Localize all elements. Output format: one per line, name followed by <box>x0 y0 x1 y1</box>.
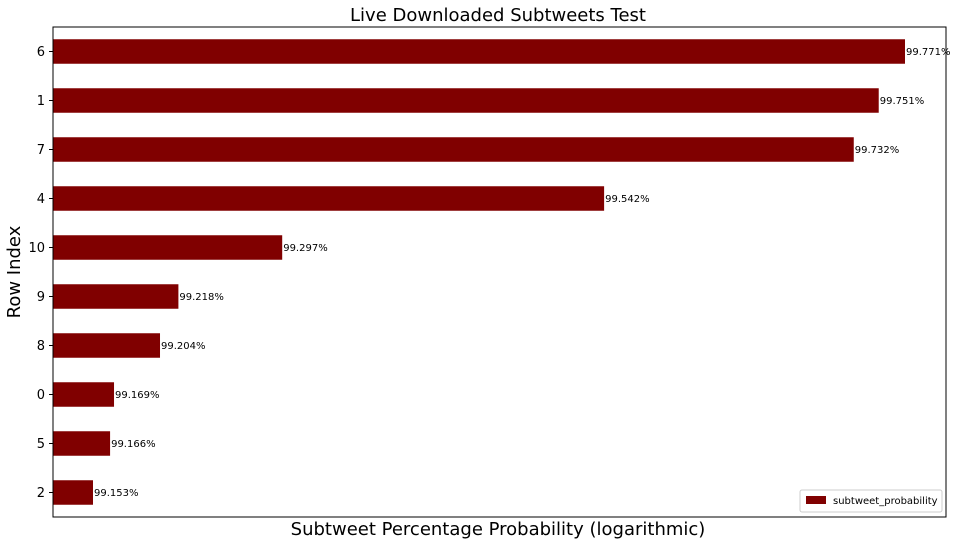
legend-entry: subtweet_probability <box>833 496 938 507</box>
y-tick-label-8: 8 <box>37 339 45 354</box>
data-label-row-2: 99.153% <box>94 488 139 499</box>
data-label-row-1: 99.751% <box>880 96 925 107</box>
data-label-row-10: 99.297% <box>283 243 328 254</box>
y-tick-label-2: 2 <box>37 486 45 501</box>
legend-box <box>799 489 943 513</box>
bar-row-10 <box>53 235 283 260</box>
data-label-row-9: 99.218% <box>179 292 224 303</box>
data-label-row-0: 99.169% <box>115 390 159 401</box>
y-tick-label-6: 6 <box>37 45 45 60</box>
y-tick-label-10: 10 <box>28 241 45 256</box>
bar-row-2 <box>53 480 93 505</box>
bar-row-7 <box>53 137 854 162</box>
data-label-row-8: 99.204% <box>161 341 206 352</box>
y-tick-label-1: 1 <box>37 94 45 109</box>
bar-row-6 <box>53 39 905 64</box>
legend: subtweet_probability <box>799 489 943 513</box>
plot-frame <box>52 26 947 518</box>
bar-row-5 <box>53 431 111 456</box>
y-tick-label-4: 4 <box>37 192 45 207</box>
legend-swatch <box>806 496 826 504</box>
data-labels: 99.771% 99.751% 99.732% 99.542% 99.297% 99.21… <box>94 47 951 499</box>
bar-row-0 <box>53 382 115 407</box>
bar-row-8 <box>53 333 161 358</box>
data-label-row-6: 99.771% <box>906 47 951 58</box>
data-label-row-5: 99.166% <box>111 439 155 450</box>
bar-row-9 <box>53 284 179 309</box>
y-tick-labels: 6 1 7 4 10 9 8 0 5 2 <box>28 45 53 501</box>
chart-title: Live Downloaded Subtweets Test <box>350 5 646 26</box>
data-label-row-4: 99.542% <box>605 194 650 205</box>
bars-group <box>53 39 905 505</box>
y-tick-label-0: 0 <box>37 388 45 403</box>
x-axis-label: Subtweet Percentage Probability (logarit… <box>291 519 706 540</box>
y-tick-label-7: 7 <box>37 143 45 158</box>
bar-row-1 <box>53 88 879 113</box>
y-axis-label: Row Index <box>4 225 25 318</box>
y-tick-label-9: 9 <box>37 290 45 305</box>
y-tick-label-5: 5 <box>37 437 45 452</box>
bar-row-4 <box>53 186 605 211</box>
data-label-row-7: 99.732% <box>855 145 900 156</box>
